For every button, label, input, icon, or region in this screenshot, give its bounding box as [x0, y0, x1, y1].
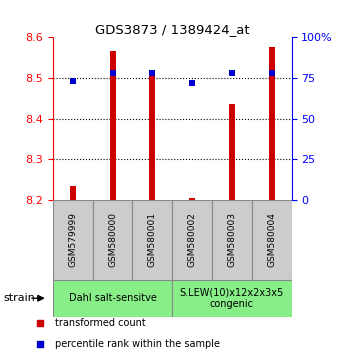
Bar	[93, 200, 132, 280]
Point	[269, 70, 275, 76]
Bar	[149, 74, 155, 200]
Title: GDS3873 / 1389424_at: GDS3873 / 1389424_at	[95, 23, 250, 36]
Bar	[70, 186, 76, 200]
Bar	[252, 200, 292, 280]
Text: S.LEW(10)x12x2x3x5
congenic: S.LEW(10)x12x2x3x5 congenic	[180, 287, 284, 309]
Point	[189, 80, 195, 86]
Bar	[212, 200, 252, 280]
Text: Dahl salt-sensitve: Dahl salt-sensitve	[69, 293, 157, 303]
Bar	[189, 198, 195, 200]
Text: GSM579999: GSM579999	[68, 212, 77, 267]
Bar	[109, 51, 116, 200]
Point	[70, 78, 75, 84]
Bar	[229, 104, 235, 200]
Text: GSM580002: GSM580002	[188, 212, 197, 267]
Text: transformed count: transformed count	[55, 318, 146, 328]
Point	[229, 70, 235, 76]
Text: GSM580003: GSM580003	[227, 212, 236, 267]
Text: GSM580004: GSM580004	[267, 212, 276, 267]
Text: percentile rank within the sample: percentile rank within the sample	[55, 339, 220, 349]
Point	[37, 320, 42, 326]
Point	[37, 341, 42, 347]
Bar	[172, 200, 212, 280]
Bar	[172, 280, 292, 317]
Text: GSM580001: GSM580001	[148, 212, 157, 267]
Bar	[132, 200, 172, 280]
Text: strain: strain	[3, 293, 35, 303]
Bar	[269, 47, 275, 200]
Text: GSM580000: GSM580000	[108, 212, 117, 267]
Bar	[53, 280, 172, 317]
Point	[110, 70, 115, 76]
Point	[150, 70, 155, 76]
Bar	[53, 200, 93, 280]
